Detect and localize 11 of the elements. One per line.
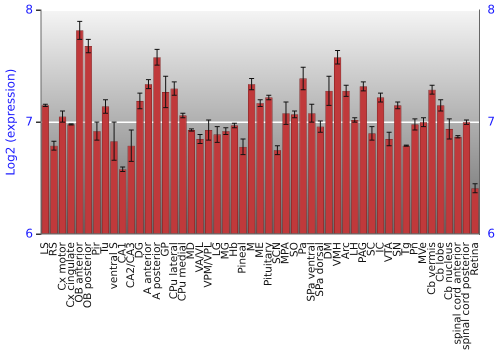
x-tick-label: A posterior (150, 241, 163, 300)
x-tick-label: Retina (468, 242, 481, 276)
y-tick-label: 6 (25, 226, 34, 240)
x-tick-label: Tg (400, 242, 412, 256)
y-tick-label: 8 (25, 2, 34, 16)
x-tick-label: OB posterior (82, 241, 94, 308)
y2-tick-label: 8 (487, 2, 496, 16)
y-tick-label: 7 (25, 114, 34, 128)
y2-tick-label: 7 (487, 114, 496, 128)
y-axis-title: Log2 (expression) (3, 68, 18, 176)
y2-tick-label: 6 (487, 226, 496, 240)
